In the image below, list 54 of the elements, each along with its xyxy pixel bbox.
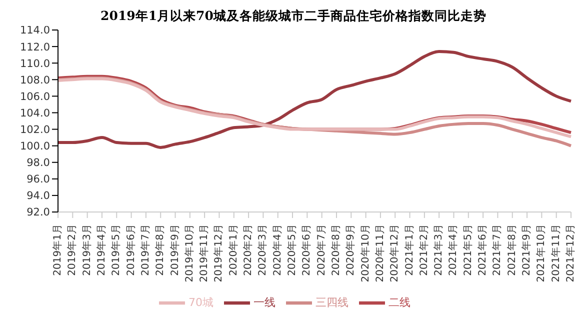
x-tick-label: 2020年9月: [344, 224, 357, 276]
x-tick-label: 2019年6月: [124, 224, 137, 276]
chart-title: 2019年1月以来70城及各能级城市二手商品住宅价格指数同比走势: [100, 8, 488, 25]
legend-label: 二线: [388, 296, 410, 310]
x-tick-label: 2020年10月: [359, 224, 372, 282]
x-tick-label: 2020年4月: [271, 224, 284, 276]
y-tick-label: 106.0: [20, 90, 50, 103]
y-tick-label: 102.0: [20, 124, 50, 136]
x-tick-label: 2021年4月: [447, 224, 460, 276]
x-tick-label: 2019年2月: [66, 224, 78, 276]
y-tick-label: 112.0: [20, 41, 50, 54]
y-tick-label: 98.0: [26, 157, 50, 170]
x-tick-label: 2021年11月: [550, 224, 562, 282]
x-tick-label: 2021年8月: [506, 224, 518, 276]
x-tick-label: 2019年12月: [212, 224, 225, 282]
x-tick-label: 2021年5月: [462, 224, 474, 276]
line-series: [56, 50, 572, 149]
x-tick-label: 2020年7月: [315, 224, 328, 276]
y-tick-label: 92.0: [26, 206, 50, 219]
x-tick-label: 2019年4月: [95, 224, 108, 276]
y-tick-label: 108.0: [20, 74, 50, 86]
x-tick-label: 2019年9月: [168, 224, 181, 276]
x-tick-label: 2019年8月: [154, 224, 166, 276]
y-tick-label: 94.0: [26, 190, 50, 202]
y-tick-label: 110.0: [20, 58, 50, 70]
legend-label: 一线: [254, 296, 276, 310]
x-tick-label: 2020年2月: [242, 224, 254, 276]
x-tick-label: 2019年11月: [198, 224, 210, 282]
x-tick-label: 2021年9月: [520, 224, 533, 276]
y-tick-label: 96.0: [26, 174, 50, 186]
x-tick-label: 2020年3月: [256, 224, 269, 276]
x-tick-label: 2021年7月: [491, 224, 504, 276]
x-tick-label: 2021年6月: [476, 224, 489, 276]
x-tick-label: 2021年1月: [403, 224, 416, 276]
legend-label: 70城: [188, 296, 214, 310]
x-tick-label: 2019年7月: [139, 224, 152, 276]
x-tick-label: 2019年5月: [110, 224, 122, 276]
x-tick-label: 2020年11月: [374, 224, 386, 282]
x-tick-label: 2021年10月: [535, 224, 548, 282]
y-tick-label: 114.0: [20, 24, 50, 37]
x-tick-label: 2019年1月: [52, 224, 64, 276]
x-tick-label: 2020年12月: [388, 224, 401, 282]
x-tick-label: 2020年5月: [286, 224, 298, 276]
x-tick-label: 2019年10月: [183, 224, 196, 282]
x-tick-label: 2021年12月: [564, 224, 576, 282]
y-tick-label: 100.0: [20, 140, 50, 153]
y-tick-label: 104.0: [20, 107, 50, 120]
x-tick-label: 2020年8月: [330, 224, 342, 276]
x-tick-label: 2019年3月: [80, 224, 93, 276]
x-tick-label: 2021年3月: [432, 224, 445, 276]
x-tick-label: 2020年1月: [227, 224, 240, 276]
x-tick-label: 2020年6月: [300, 224, 313, 276]
x-tick-label: 2021年2月: [418, 224, 430, 276]
legend-label: 三四线: [316, 296, 348, 310]
